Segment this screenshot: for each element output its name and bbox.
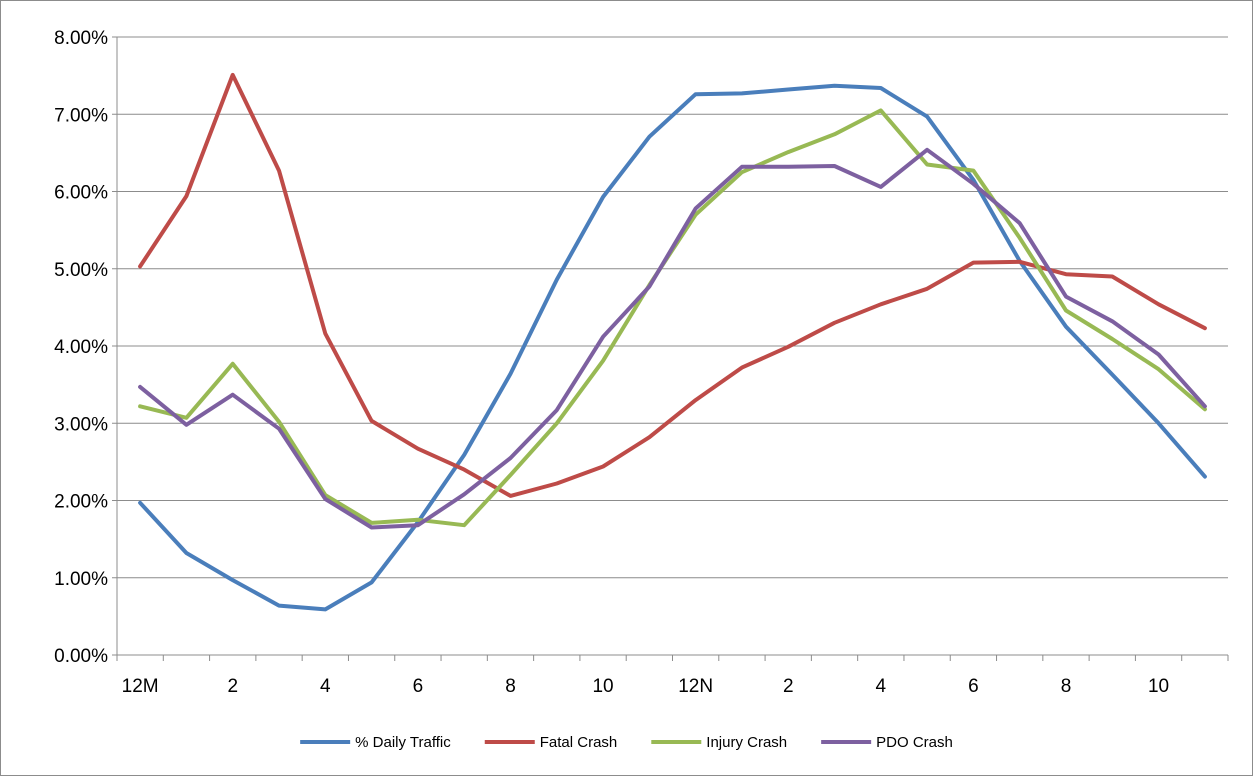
legend: % Daily Traffic Fatal Crash Injury Crash PD…	[300, 734, 953, 751]
legend-label: Injury Crash	[706, 734, 787, 751]
x-tick-label: 6	[413, 676, 424, 697]
axes	[112, 36, 1229, 661]
x-tick-label: 8	[1061, 676, 1072, 697]
y-tick-label: 4.00%	[54, 337, 108, 358]
x-tick-label: 4	[320, 676, 331, 697]
x-axis-tick-labels: 12M 2 4 6 8 10 12N 2 4 6 8 10	[122, 676, 1169, 697]
x-tick-label: 12M	[122, 676, 159, 697]
series-lines	[138, 72, 1207, 612]
x-tick-label: 6	[968, 676, 979, 697]
legend-label: PDO Crash	[876, 734, 953, 751]
x-tick-label: 2	[783, 676, 794, 697]
y-tick-label: 2.00%	[54, 492, 108, 513]
x-tick-label: 10	[592, 676, 613, 697]
y-tick-label: 3.00%	[54, 414, 108, 435]
y-tick-label: 8.00%	[54, 28, 108, 49]
y-axis-tick-labels: 0.00% 1.00% 2.00% 3.00% 4.00% 5.00% 6.00% 7.00%…	[54, 28, 108, 667]
legend-item: Fatal Crash	[484, 734, 618, 751]
gridlines	[117, 36, 1228, 579]
series-line	[138, 147, 1207, 530]
series-line	[138, 72, 1207, 498]
x-tick-label: 4	[876, 676, 887, 697]
y-tick-label: 0.00%	[54, 646, 108, 667]
y-tick-label: 5.00%	[54, 260, 108, 281]
x-tick-label: 8	[505, 676, 516, 697]
x-tick-label: 12N	[678, 676, 713, 697]
series-line	[138, 83, 1207, 612]
legend-item: Injury Crash	[651, 734, 787, 751]
x-tick-label: 2	[227, 676, 238, 697]
legend-item: % Daily Traffic	[300, 734, 451, 751]
x-tick-label: 10	[1148, 676, 1169, 697]
y-tick-label: 1.00%	[54, 569, 108, 590]
legend-label: Fatal Crash	[540, 734, 618, 751]
legend-item: PDO Crash	[821, 734, 953, 751]
legend-label: % Daily Traffic	[355, 734, 451, 751]
y-tick-label: 6.00%	[54, 183, 108, 204]
y-tick-label: 7.00%	[54, 105, 108, 126]
